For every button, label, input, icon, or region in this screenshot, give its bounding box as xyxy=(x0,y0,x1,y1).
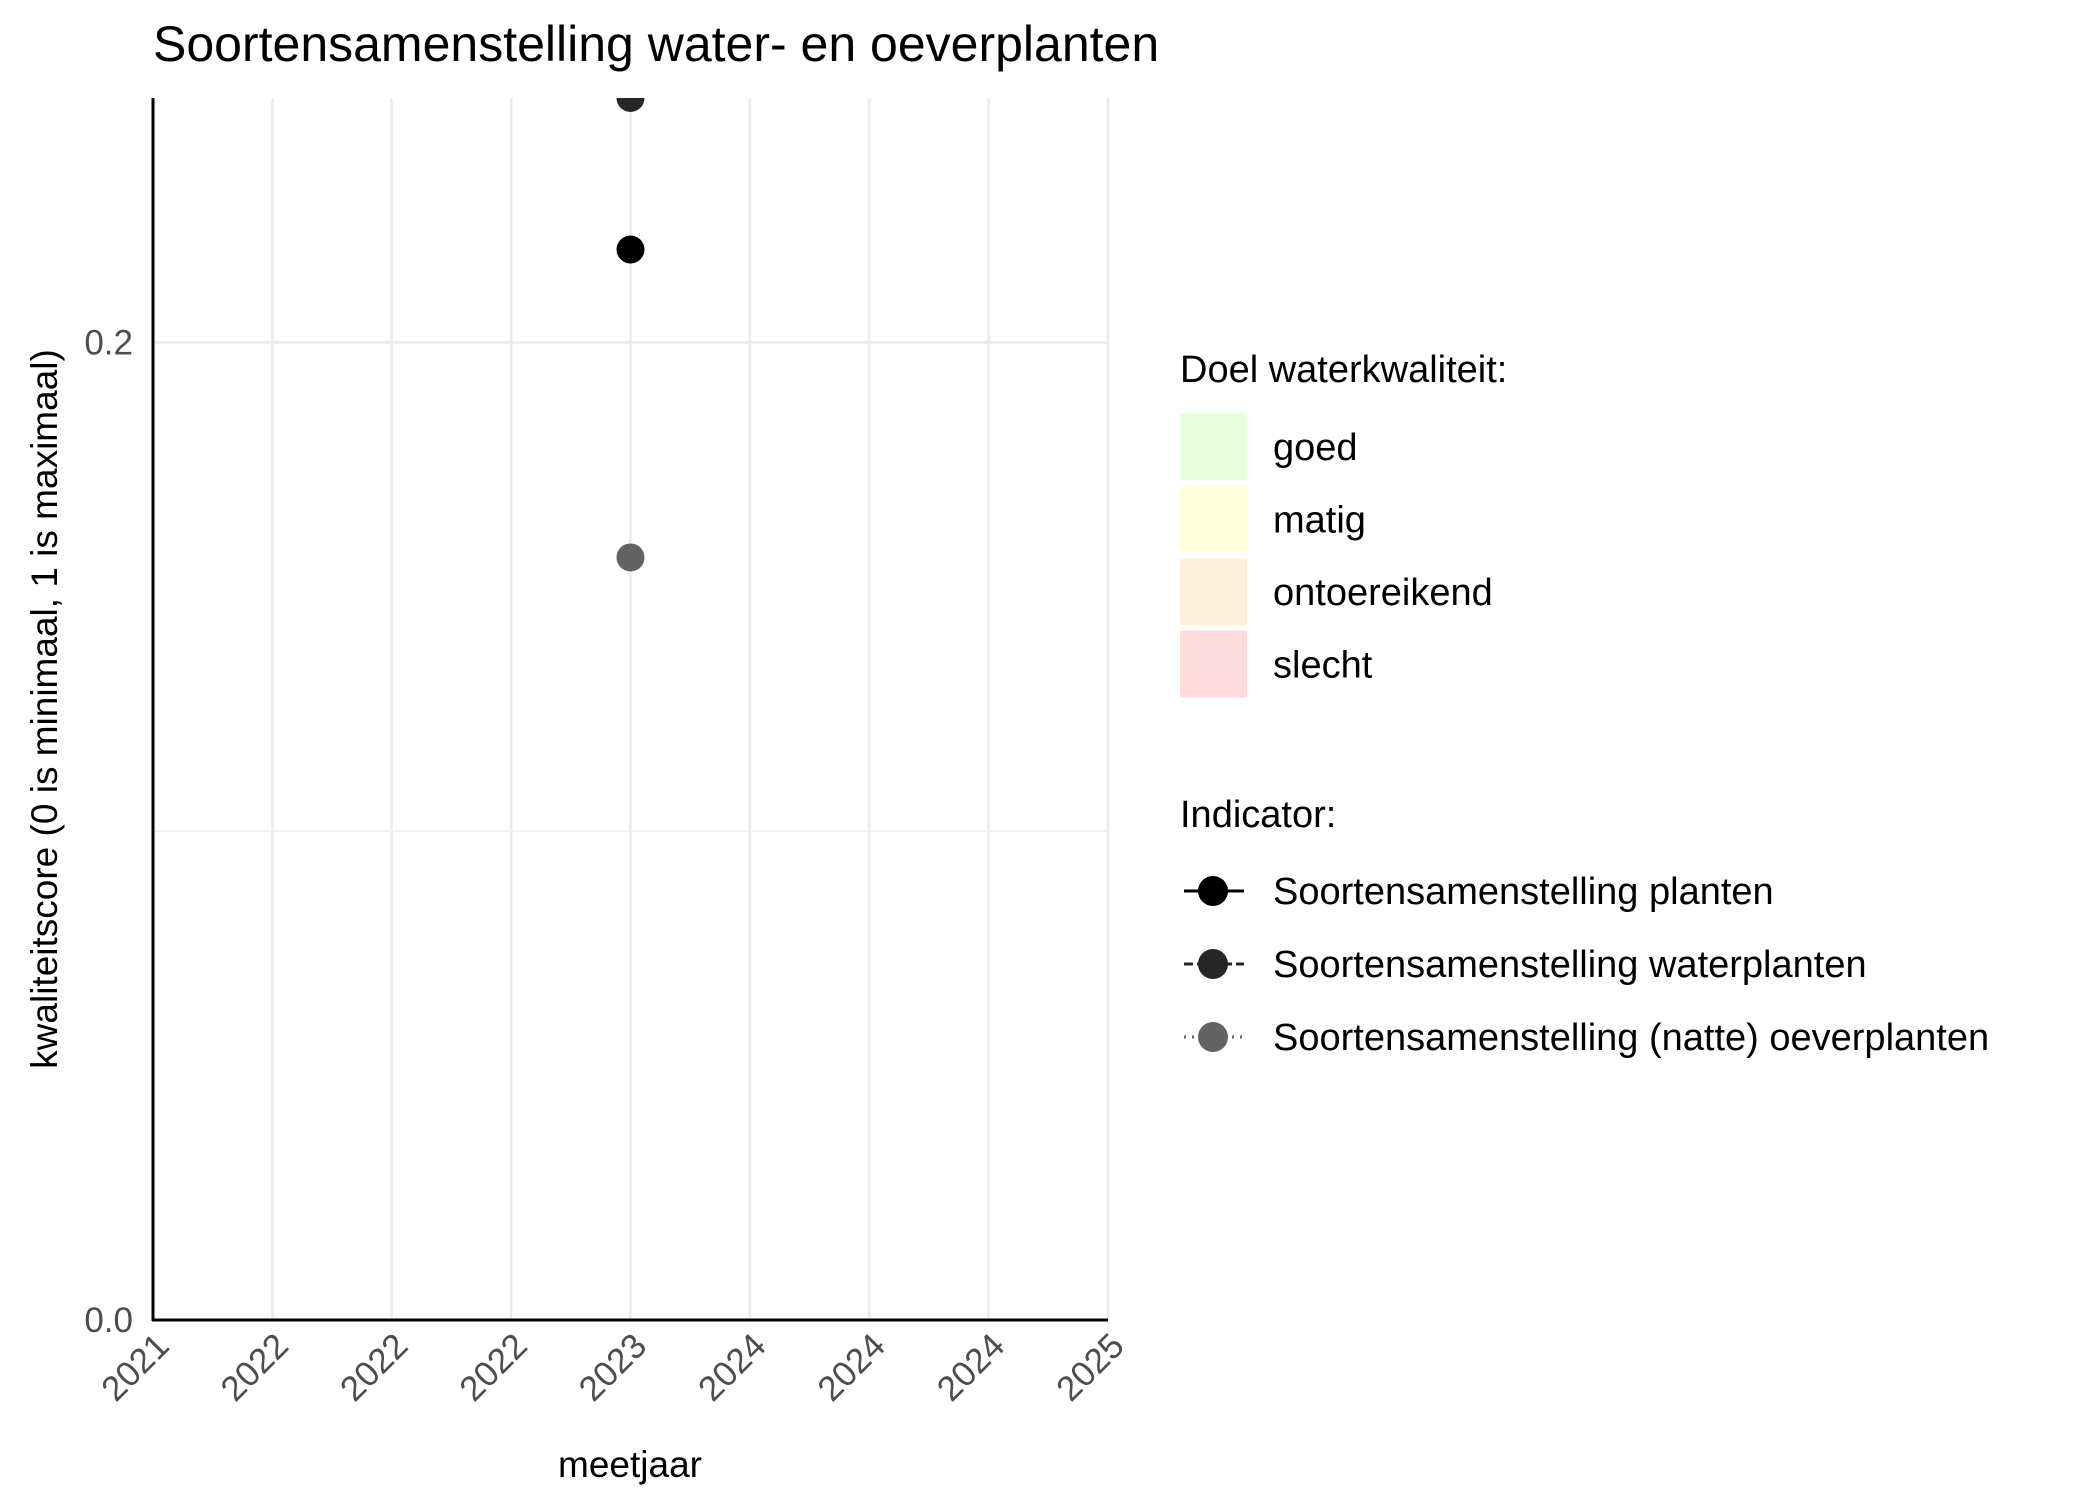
legend-label: Soortensamenstelling (natte) oeverplante… xyxy=(1273,1017,1989,1059)
x-tick-label: 2022 xyxy=(452,1326,535,1409)
legend-label: goed xyxy=(1273,427,1358,469)
legend-label: slecht xyxy=(1273,645,1373,687)
x-tick-label: 2023 xyxy=(572,1326,655,1409)
legend-water-quality-title: Doel waterkwaliteit: xyxy=(1180,349,1507,391)
x-tick-label: 2024 xyxy=(810,1326,893,1409)
legend-label: ontoereikend xyxy=(1273,572,1493,614)
legend-key xyxy=(1184,949,1244,979)
data-point xyxy=(616,235,645,264)
legend-swatch xyxy=(1180,558,1247,625)
data-points xyxy=(616,98,645,572)
legend-key xyxy=(1184,876,1244,906)
chart-title: Soortensamenstelling water- en oeverplan… xyxy=(153,16,1159,72)
legend-key xyxy=(1184,1022,1244,1052)
legend-indicator-title: Indicator: xyxy=(1180,794,1336,836)
grid xyxy=(151,98,1110,1322)
x-tick-label: 2022 xyxy=(333,1326,416,1409)
legend-label: Soortensamenstelling planten xyxy=(1273,871,1774,913)
y-tick-label: 0.2 xyxy=(84,323,133,362)
x-tick-label: 2025 xyxy=(1049,1326,1132,1409)
y-axis-title: kwaliteitscore (0 is minimaal, 1 is maxi… xyxy=(24,349,65,1069)
data-point xyxy=(616,543,645,572)
x-tick-label: 2022 xyxy=(213,1326,296,1409)
data-point xyxy=(616,98,645,112)
legend-label: matig xyxy=(1273,500,1366,542)
legend-water-quality: Doel waterkwaliteit: goed matig ontoereike… xyxy=(1180,349,1507,698)
y-axis-ticks: 0.0 0.2 xyxy=(84,323,133,1340)
legend-swatch xyxy=(1180,630,1247,698)
legend-indicator: Indicator: Soortensamenstelling planten S… xyxy=(1180,794,1989,1059)
x-axis-ticks: 2021 2022 2022 2022 2023 2024 2024 2024 2025 xyxy=(94,1326,1132,1409)
x-axis-title: meetjaar xyxy=(558,1444,702,1485)
y-tick-label: 0.0 xyxy=(84,1301,133,1340)
legend-swatch xyxy=(1180,485,1247,553)
x-tick-label: 2024 xyxy=(930,1326,1013,1409)
axes xyxy=(151,98,1108,1322)
x-tick-label: 2024 xyxy=(691,1326,774,1409)
legend-label: Soortensamenstelling waterplanten xyxy=(1273,944,1867,986)
legend-swatch xyxy=(1180,413,1247,480)
